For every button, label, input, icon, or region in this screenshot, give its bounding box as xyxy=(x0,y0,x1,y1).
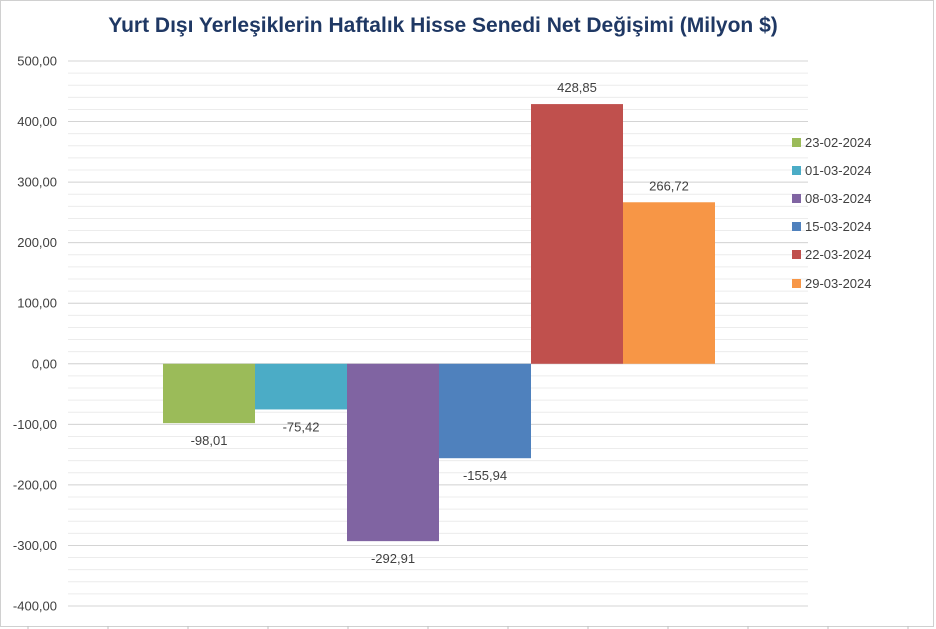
bars xyxy=(163,104,715,542)
y-tick-label: -100,00 xyxy=(13,417,57,432)
legend-label: 23-02-2024 xyxy=(805,134,872,150)
data-label: -292,91 xyxy=(371,551,415,566)
legend-item: 22-03-2024 xyxy=(792,241,872,269)
y-axis: 500,00 400,00 300,00 200,00 100,00 0,00 -100,0… xyxy=(13,54,909,629)
y-tick-label: 300,00 xyxy=(17,175,57,190)
legend-item: 29-03-2024 xyxy=(792,269,872,297)
legend: 23-02-2024 01-03-2024 08-03-2024 15-03-2024… xyxy=(792,128,872,297)
bar-01-03-2024 xyxy=(255,363,347,410)
chart-title: Yurt Dışı Yerleşiklerin Haftalık Hisse S… xyxy=(108,14,778,37)
legend-label: 22-03-2024 xyxy=(805,247,872,263)
legend-swatch xyxy=(792,278,801,288)
legend-swatch xyxy=(792,165,801,175)
y-tick-label: 200,00 xyxy=(17,235,57,250)
legend-swatch xyxy=(792,193,801,203)
legend-item: 23-02-2024 xyxy=(792,128,872,156)
data-label: -155,94 xyxy=(463,468,507,483)
data-label: -75,42 xyxy=(283,419,320,434)
legend-label: 08-03-2024 xyxy=(805,190,872,206)
y-tick-label: -300,00 xyxy=(13,538,57,553)
y-tick-label: -200,00 xyxy=(13,477,57,492)
legend-label: 29-03-2024 xyxy=(805,275,872,291)
bar-22-03-2024 xyxy=(531,104,623,364)
legend-item: 15-03-2024 xyxy=(792,213,872,241)
legend-item: 01-03-2024 xyxy=(792,156,872,184)
legend-swatch xyxy=(792,222,801,232)
y-tick-label: 100,00 xyxy=(17,296,57,311)
y-tick-label: 400,00 xyxy=(17,114,57,129)
bar-08-03-2024 xyxy=(347,363,439,542)
legend-swatch xyxy=(792,137,801,147)
bar-29-03-2024 xyxy=(623,202,715,364)
data-labels: -98,01 -75,42 -292,91 -155,94 428,85 266,72 xyxy=(191,80,689,566)
data-label: 428,85 xyxy=(557,80,597,95)
y-tick-label: -400,00 xyxy=(13,599,57,614)
data-label: 266,72 xyxy=(649,178,689,193)
bar-15-03-2024 xyxy=(439,363,531,459)
y-tick-label: 0,00 xyxy=(32,356,57,371)
bar-23-02-2024 xyxy=(163,363,255,424)
y-tick-label: 500,00 xyxy=(17,54,57,69)
legend-swatch xyxy=(792,250,801,260)
legend-item: 08-03-2024 xyxy=(792,184,872,212)
legend-label: 01-03-2024 xyxy=(805,162,872,178)
data-label: -98,01 xyxy=(191,433,228,448)
legend-label: 15-03-2024 xyxy=(805,219,872,235)
